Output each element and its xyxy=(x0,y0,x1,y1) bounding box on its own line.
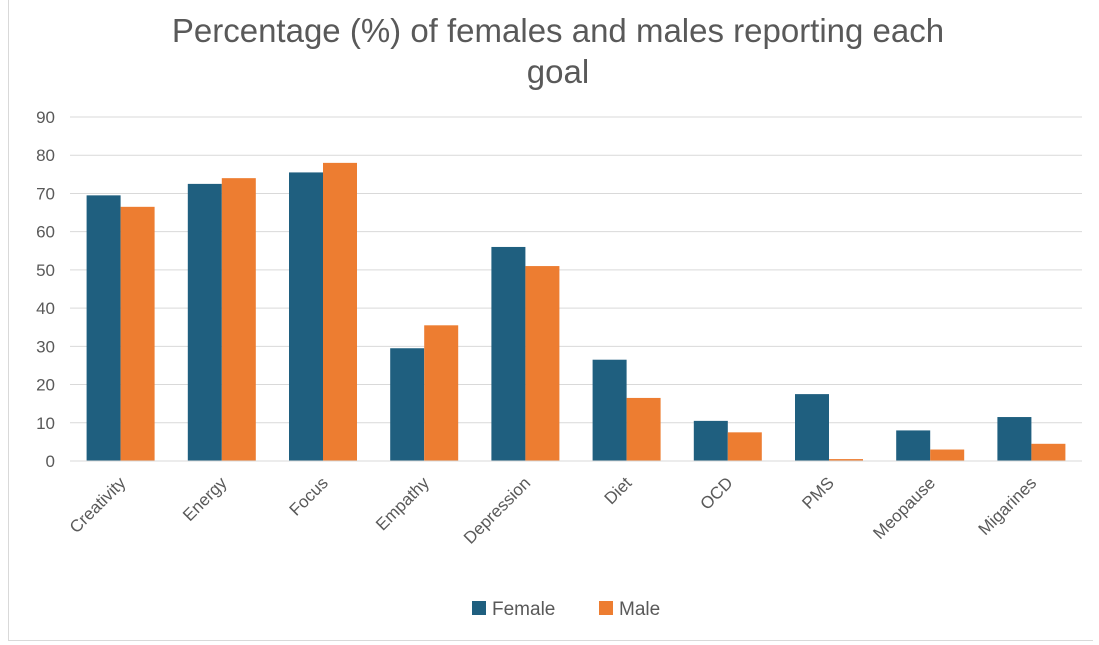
x-tick-label-depression: Depression xyxy=(460,473,534,547)
x-tick-label-diet: Diet xyxy=(601,473,636,508)
chart-title-line-2: goal xyxy=(527,53,589,90)
bar-female-focus xyxy=(289,172,323,461)
x-tick-label-focus: Focus xyxy=(286,473,332,519)
y-tick-label: 30 xyxy=(36,337,55,356)
bar-female-ocd xyxy=(693,420,728,461)
bar-female-depression xyxy=(491,246,526,461)
bar-male-meopause xyxy=(930,449,965,461)
bar-female-migarines xyxy=(997,417,1032,461)
y-axis-ticks: 0 10 20 30 40 50 60 70 80 90 xyxy=(36,108,55,471)
legend: Female Male xyxy=(472,599,660,620)
y-tick-label: 90 xyxy=(36,108,55,127)
bar-male-migarines xyxy=(1031,443,1066,461)
bar-female-meopause xyxy=(896,430,931,461)
y-tick-label: 70 xyxy=(36,184,55,203)
x-tick-label-empathy: Empathy xyxy=(372,473,433,534)
legend-swatch-female xyxy=(472,601,486,615)
legend-label-male: Male xyxy=(619,599,660,620)
chart-frame xyxy=(8,0,1093,641)
y-tick-label: 60 xyxy=(36,223,55,242)
bar-female-diet xyxy=(592,359,627,461)
bar-male-diet xyxy=(626,397,661,461)
x-tick-label-creativity: Creativity xyxy=(66,473,130,537)
bar-female-energy xyxy=(187,183,222,461)
bar-male-creativity xyxy=(120,206,155,461)
x-tick-label-pms: PMS xyxy=(798,473,837,512)
legend-swatch-male xyxy=(599,601,613,615)
x-tick-label-migarines: Migarines xyxy=(975,473,1041,539)
bar-male-energy xyxy=(221,178,256,461)
bar-female-creativity xyxy=(86,195,121,461)
x-tick-label-ocd: OCD xyxy=(696,473,736,513)
y-tick-label: 10 xyxy=(36,414,55,433)
gridlines xyxy=(70,116,1082,424)
y-tick-label: 0 xyxy=(46,452,55,471)
bars xyxy=(86,162,1066,461)
chart-title-line-1: Percentage (%) of females and males repo… xyxy=(172,12,944,49)
bar-male-pms xyxy=(829,459,863,461)
bar-female-pms xyxy=(795,394,829,461)
y-tick-label: 80 xyxy=(36,146,55,165)
x-tick-label-energy: Energy xyxy=(179,473,231,525)
y-tick-label: 50 xyxy=(36,261,55,280)
y-tick-label: 20 xyxy=(36,376,55,395)
bar-male-depression xyxy=(525,266,560,461)
legend-label-female: Female xyxy=(492,599,555,620)
bar-female-empathy xyxy=(390,348,425,461)
y-tick-label: 40 xyxy=(36,299,55,318)
x-axis-ticks: Creativity Energy Focus Empathy Depression Di… xyxy=(66,473,1040,548)
x-tick-label-meopause: Meopause xyxy=(869,473,939,543)
bar-male-ocd xyxy=(727,432,762,461)
bar-male-empathy xyxy=(424,325,459,461)
bar-male-focus xyxy=(323,162,357,461)
